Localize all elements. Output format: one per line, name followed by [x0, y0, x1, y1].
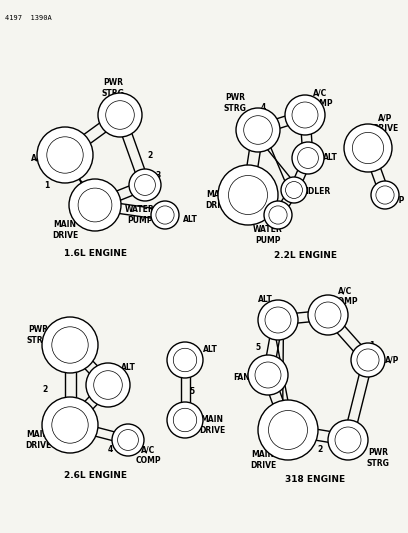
Text: 2: 2 — [247, 117, 253, 126]
Circle shape — [371, 181, 399, 209]
Text: 1: 1 — [375, 158, 379, 167]
Text: A/P
DRIVE: A/P DRIVE — [372, 114, 398, 133]
Text: MAIN
DRIVE: MAIN DRIVE — [25, 430, 51, 450]
Text: 3: 3 — [279, 206, 285, 214]
Circle shape — [285, 95, 325, 135]
Circle shape — [308, 295, 348, 335]
Circle shape — [292, 142, 324, 174]
Text: PWR
STRG: PWR STRG — [27, 325, 49, 345]
Text: 1.6L ENGINE: 1.6L ENGINE — [64, 248, 126, 257]
Text: 5: 5 — [189, 387, 195, 397]
Text: 2.2L ENGINE: 2.2L ENGINE — [273, 251, 337, 260]
Text: 4: 4 — [260, 103, 266, 112]
Text: ALT: ALT — [257, 295, 273, 304]
Circle shape — [112, 424, 144, 456]
Text: MAIN
DRIVE: MAIN DRIVE — [199, 415, 225, 435]
Circle shape — [248, 355, 288, 395]
Circle shape — [42, 317, 98, 373]
Text: A/C
COMP: A/C COMP — [332, 286, 358, 306]
Text: 4197  1390A: 4197 1390A — [5, 15, 52, 21]
Text: 1: 1 — [44, 181, 50, 190]
Circle shape — [264, 201, 292, 229]
Circle shape — [328, 420, 368, 460]
Circle shape — [218, 165, 278, 225]
Circle shape — [258, 400, 318, 460]
Circle shape — [129, 169, 161, 201]
Text: PWR
STRG: PWR STRG — [102, 78, 124, 98]
Text: MAIN
DRIVE: MAIN DRIVE — [205, 190, 231, 209]
Circle shape — [42, 397, 98, 453]
Circle shape — [344, 124, 392, 172]
Circle shape — [69, 179, 121, 231]
Circle shape — [86, 363, 130, 407]
Text: PWR
STRG: PWR STRG — [224, 93, 246, 112]
Text: 1: 1 — [369, 342, 375, 351]
Text: ALT: ALT — [202, 345, 217, 354]
Circle shape — [151, 201, 179, 229]
Text: ALT: ALT — [323, 154, 337, 163]
Text: MAIN
DRIVE: MAIN DRIVE — [52, 220, 78, 240]
Circle shape — [98, 93, 142, 137]
Circle shape — [167, 342, 203, 378]
Text: PWR
STRG: PWR STRG — [366, 448, 390, 467]
Text: 3: 3 — [155, 171, 161, 180]
Circle shape — [258, 300, 298, 340]
Text: A/P: A/P — [385, 356, 399, 365]
Text: FAN: FAN — [234, 374, 251, 383]
Text: 2: 2 — [317, 446, 323, 455]
Text: 5: 5 — [255, 343, 261, 352]
Text: WATER
PUMP: WATER PUMP — [253, 225, 283, 245]
Circle shape — [167, 402, 203, 438]
Text: 4: 4 — [107, 446, 113, 455]
Text: IDLER: IDLER — [305, 188, 330, 197]
Text: A/C
COMP: A/C COMP — [307, 88, 333, 108]
Text: WATER
PUMP: WATER PUMP — [125, 205, 155, 225]
Circle shape — [351, 343, 385, 377]
Text: 2.6L ENGINE: 2.6L ENGINE — [64, 471, 126, 480]
Text: MAIN
DRIVE: MAIN DRIVE — [250, 450, 276, 470]
Text: ALT: ALT — [182, 215, 197, 224]
Text: 2: 2 — [147, 150, 153, 159]
Text: A/P: A/P — [31, 154, 45, 163]
Text: A/C
COMP: A/C COMP — [135, 445, 161, 465]
Text: ALT: ALT — [120, 364, 135, 373]
Circle shape — [37, 127, 93, 183]
Circle shape — [236, 108, 280, 152]
Text: 318 ENGINE: 318 ENGINE — [285, 475, 345, 484]
Circle shape — [281, 177, 307, 203]
Text: A/P: A/P — [391, 196, 405, 205]
Text: 2: 2 — [42, 385, 48, 394]
